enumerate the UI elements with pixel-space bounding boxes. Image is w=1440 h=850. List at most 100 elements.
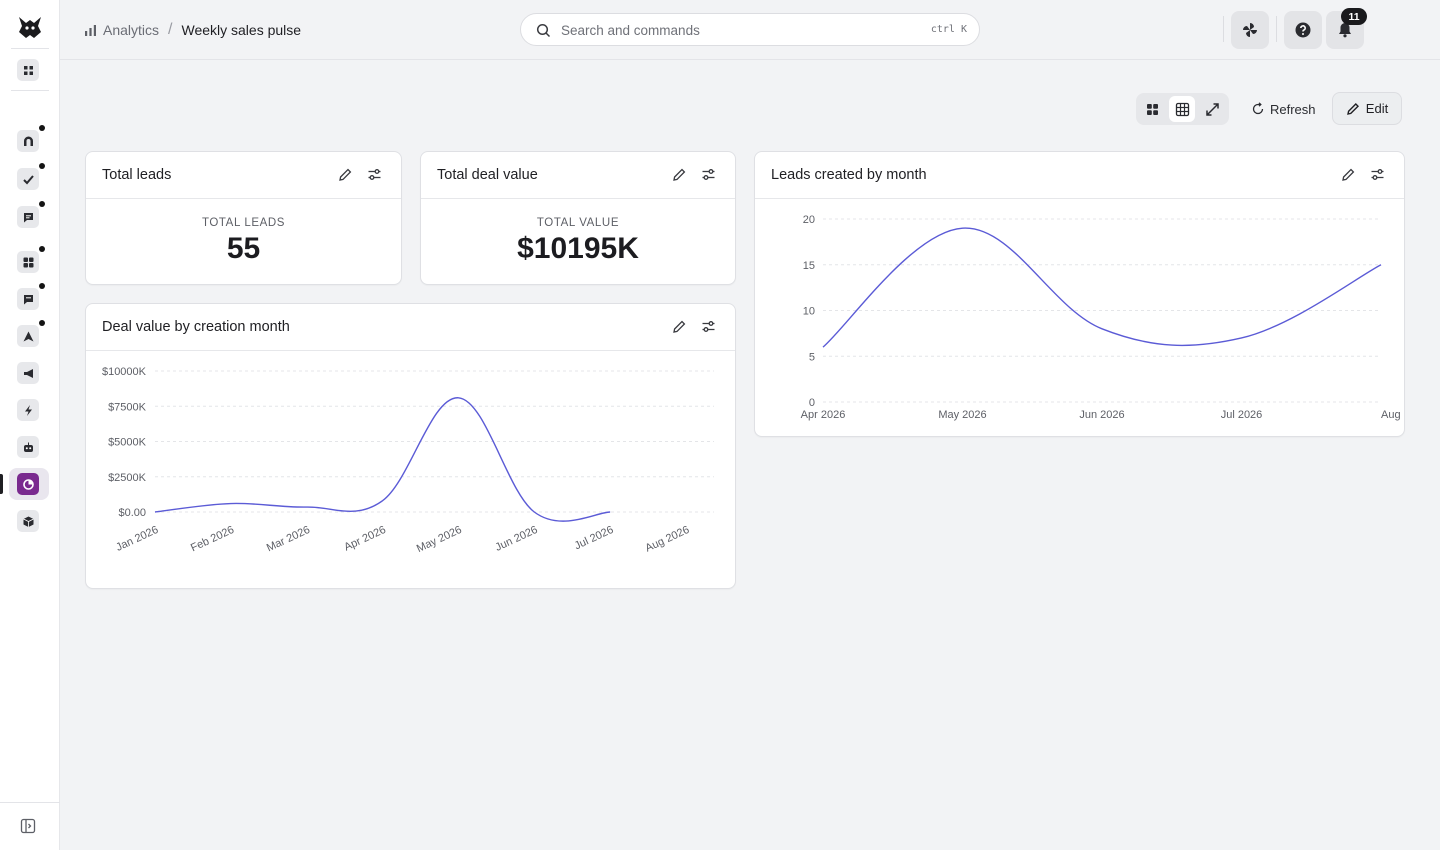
view-mode-group <box>1136 93 1229 125</box>
refresh-icon <box>1252 102 1264 115</box>
breadcrumb: Analytics / Weekly sales pulse <box>84 21 301 39</box>
breadcrumb-analytics[interactable]: Analytics <box>103 22 160 38</box>
message-icon <box>23 294 33 304</box>
edit-widget-icon[interactable] <box>672 319 687 334</box>
magnet-icon <box>23 136 33 146</box>
y-tick-label: $7500K <box>108 401 147 413</box>
x-tick-label: Apr 2026 <box>801 409 846 421</box>
sidebar-item-messages[interactable] <box>17 283 45 310</box>
toolbar-divider <box>1223 16 1224 42</box>
x-tick-label: Feb 2026 <box>189 524 236 555</box>
sidebar-item-products[interactable] <box>17 510 39 532</box>
edit-widget-icon[interactable] <box>1341 167 1356 182</box>
megaphone-icon <box>23 368 33 378</box>
notification-dot <box>39 246 45 252</box>
integrations-button[interactable] <box>1231 11 1269 49</box>
y-tick-label: $5000K <box>108 437 147 449</box>
settings-sliders-icon[interactable] <box>367 167 382 182</box>
analytics-icon <box>22 478 34 490</box>
card-title: Deal value by creation month <box>102 319 290 335</box>
y-tick-label: 10 <box>803 306 815 318</box>
kpi-label: TOTAL LEADS <box>201 217 286 229</box>
card-title: Total deal value <box>437 167 538 183</box>
table-grid-icon <box>1175 102 1189 116</box>
sidebar-divider <box>0 802 60 803</box>
card-header: Total deal value <box>421 152 735 199</box>
help-icon <box>1295 22 1311 38</box>
logo-icon[interactable] <box>16 14 44 42</box>
x-tick-label: Mar 2026 <box>265 524 312 555</box>
notification-dot <box>39 283 45 289</box>
total-leads-card: Total leads TOTAL LEADS 55 <box>85 151 402 285</box>
deal-value-line-chart: $0.00 $2500K $5000K $7500K $10000K Jan 2026 Fe… <box>102 366 714 555</box>
sidebar-item-navigation[interactable] <box>17 320 45 347</box>
deal-value-by-month-card: Deal value by creation month $0.00 $2500K… <box>85 303 736 589</box>
toolbar-divider <box>1276 16 1277 42</box>
total-deal-value-card: Total deal value TOTAL VALUE $10195K <box>420 151 736 285</box>
breadcrumb-separator: / <box>168 21 173 38</box>
navigation-icon <box>23 331 33 341</box>
edit-widget-icon[interactable] <box>338 167 353 182</box>
breadcrumb-current: Weekly sales pulse <box>181 22 302 38</box>
y-tick-label: 5 <box>809 351 815 363</box>
series-line <box>154 397 611 522</box>
search-icon <box>536 23 551 38</box>
notification-dot <box>39 163 45 169</box>
sidebar-item-ai[interactable] <box>17 436 39 458</box>
card-header: Leads created by month <box>755 152 1404 199</box>
sidebar-item-home[interactable] <box>17 59 39 81</box>
card-tools <box>672 167 716 182</box>
notification-dot <box>39 201 45 207</box>
y-tick-label: 15 <box>803 260 815 272</box>
edit-widget-icon[interactable] <box>672 167 687 182</box>
edit-button[interactable]: Edit <box>1332 92 1402 125</box>
y-tick-label: $0.00 <box>118 507 146 519</box>
card-header: Deal value by creation month <box>86 304 735 351</box>
x-tick-label: May 2026 <box>415 524 464 555</box>
grid-view-button[interactable] <box>1169 96 1195 122</box>
lightning-icon <box>24 404 32 416</box>
sidebar-item-chat[interactable] <box>17 201 45 228</box>
tile-view-button[interactable] <box>1139 96 1165 122</box>
y-tick-label: $2500K <box>108 472 147 484</box>
help-button[interactable] <box>1284 11 1322 49</box>
settings-sliders-icon[interactable] <box>1370 167 1385 182</box>
x-tick-label: Jul 2026 <box>573 524 616 552</box>
sidebar-divider <box>11 48 49 49</box>
pinwheel-icon <box>1243 23 1257 37</box>
settings-sliders-icon[interactable] <box>701 319 716 334</box>
refresh-button[interactable]: Refresh <box>1243 93 1324 125</box>
grid-icon <box>23 65 33 75</box>
sidebar-collapse-icon[interactable] <box>20 818 36 834</box>
card-header: Total leads <box>86 152 401 199</box>
sidebar-item-campaigns[interactable] <box>17 362 39 384</box>
search-placeholder: Search and commands <box>561 23 700 38</box>
cube-icon <box>22 516 34 527</box>
sidebar-item-tasks[interactable] <box>17 163 45 190</box>
card-tools <box>1341 167 1385 182</box>
refresh-label: Refresh <box>1270 101 1316 117</box>
fullscreen-button[interactable] <box>1199 96 1225 122</box>
bell-icon <box>1339 23 1351 38</box>
card-title: Total leads <box>102 167 172 183</box>
settings-sliders-icon[interactable] <box>701 167 716 182</box>
kpi-label: TOTAL VALUE <box>536 217 620 229</box>
sidebar-item-leads[interactable] <box>17 125 45 152</box>
sidebar-item-analytics[interactable] <box>17 473 39 495</box>
x-tick-label: Aug 2026 <box>644 524 692 555</box>
tiles-icon <box>1146 103 1158 115</box>
y-tick-label: 20 <box>803 214 815 226</box>
card-tools <box>338 167 382 182</box>
pencil-icon <box>1346 102 1359 115</box>
search-input[interactable]: Search and commands ctrl K <box>520 13 980 46</box>
x-tick-label: May 2026 <box>938 409 986 421</box>
card-title: Leads created by month <box>771 167 927 183</box>
sidebar-item-apps[interactable] <box>17 246 45 273</box>
x-tick-label: Jun 2026 <box>1079 409 1124 421</box>
sidebar <box>0 0 60 850</box>
apps-icon <box>23 257 33 267</box>
y-tick-label: $10000K <box>102 366 147 378</box>
search-shortcut: ctrl K <box>930 24 967 35</box>
notification-dot <box>39 320 45 326</box>
sidebar-item-automations[interactable] <box>17 399 39 421</box>
